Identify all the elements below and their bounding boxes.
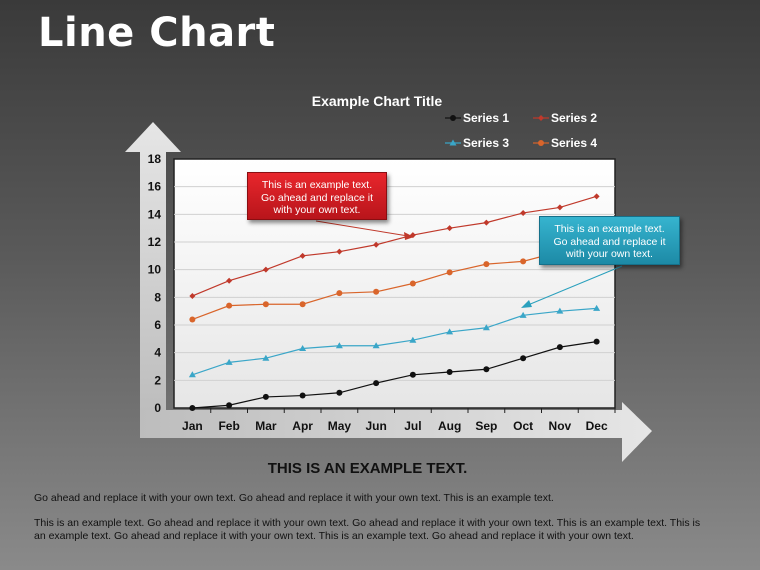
x-tick-label: Nov bbox=[549, 419, 572, 433]
x-tick-label: Mar bbox=[255, 419, 277, 433]
series-2-point bbox=[262, 266, 269, 273]
y-tick-label: 6 bbox=[154, 318, 161, 332]
series-1-point bbox=[483, 366, 490, 373]
series-2-point bbox=[373, 241, 380, 248]
series-1-point bbox=[556, 344, 563, 351]
chart-title: Example Chart Title bbox=[312, 93, 443, 109]
blue-callout-pointer bbox=[527, 265, 623, 306]
slide-subtitle: THIS IS AN EXAMPLE TEXT. bbox=[267, 460, 468, 477]
series-1-point bbox=[409, 371, 416, 378]
series-3-point bbox=[262, 354, 270, 361]
x-tick-label: Jan bbox=[182, 419, 203, 433]
body-paragraph-1: Go ahead and replace it with your own te… bbox=[34, 492, 554, 504]
x-tick-label: Oct bbox=[513, 419, 533, 433]
legend-label: Series 2 bbox=[551, 111, 597, 125]
series-2-point bbox=[593, 193, 600, 200]
y-tick-label: 2 bbox=[154, 373, 161, 387]
series-3-point bbox=[409, 336, 417, 343]
series-1-point bbox=[189, 405, 196, 411]
legend-label: Series 1 bbox=[463, 111, 509, 125]
series-3-point bbox=[519, 311, 527, 318]
legend-label: Series 4 bbox=[551, 136, 597, 150]
series-3-point bbox=[556, 307, 564, 314]
x-tick-label: May bbox=[328, 419, 352, 433]
series-4-line bbox=[192, 246, 597, 321]
body-paragraph-2: This is an example text. Go ahead and re… bbox=[34, 517, 701, 542]
legend-swatch-marker bbox=[450, 115, 456, 121]
x-axis-arrow bbox=[140, 402, 652, 462]
series-4-point bbox=[373, 288, 380, 295]
y-tick-label: 10 bbox=[148, 263, 162, 277]
series-1-point bbox=[593, 338, 600, 345]
series-4-point bbox=[483, 261, 490, 268]
series-2-point bbox=[299, 252, 306, 259]
y-tick-label: 8 bbox=[154, 290, 161, 304]
slide-title: Line Chart bbox=[38, 10, 276, 56]
series-4-point bbox=[336, 290, 343, 297]
y-axis-ticks: 0 2 4 6 8 10 12 14 16 18 bbox=[148, 152, 162, 415]
series-3-line bbox=[192, 307, 597, 376]
y-tick-label: 18 bbox=[148, 152, 162, 166]
x-tick-label: Sep bbox=[475, 419, 497, 433]
y-tick-label: 4 bbox=[154, 346, 161, 360]
x-tick-label: Apr bbox=[292, 419, 313, 433]
legend-swatch-marker bbox=[538, 140, 544, 146]
series-2-line bbox=[192, 195, 597, 297]
series-1-point bbox=[373, 380, 380, 387]
series-3-point bbox=[299, 345, 307, 352]
series-2-point bbox=[483, 219, 490, 226]
series-4-point bbox=[226, 302, 233, 309]
series-4-point bbox=[409, 280, 416, 287]
x-tick-label: Dec bbox=[586, 419, 608, 433]
y-axis-arrow bbox=[125, 122, 181, 410]
plot-area bbox=[173, 158, 616, 409]
series-2-point bbox=[556, 204, 563, 211]
series-2-point bbox=[189, 292, 196, 299]
series-3-point bbox=[446, 328, 454, 335]
x-tick-label: Aug bbox=[438, 419, 461, 433]
series-2-point bbox=[520, 209, 527, 216]
y-tick-label: 0 bbox=[154, 401, 161, 415]
x-tick-label: Jul bbox=[404, 419, 421, 433]
legend-swatch-marker bbox=[449, 139, 457, 146]
series-3-point bbox=[372, 342, 380, 349]
callout-red: This is an example text. Go ahead and re… bbox=[247, 172, 387, 220]
legend: Series 1 Series 2 Series 3 Series 4 bbox=[445, 111, 597, 150]
legend-label: Series 3 bbox=[463, 136, 509, 150]
series-3-point bbox=[593, 304, 601, 311]
series-2-point bbox=[446, 225, 453, 232]
series-3-point bbox=[188, 371, 196, 378]
series-1-point bbox=[262, 393, 269, 400]
series-1-point bbox=[226, 402, 233, 409]
red-callout-pointer bbox=[315, 220, 409, 237]
series-4-point bbox=[262, 301, 269, 308]
y-tick-label: 12 bbox=[148, 235, 162, 249]
series-3-point bbox=[225, 358, 233, 365]
series-1-point bbox=[336, 389, 343, 396]
series-1-point bbox=[299, 392, 306, 399]
x-tick-label: Feb bbox=[218, 419, 239, 433]
y-tick-label: 14 bbox=[148, 207, 162, 221]
legend-swatch-marker bbox=[538, 115, 544, 121]
series-3-point bbox=[335, 342, 343, 349]
x-axis-ticks: Jan Feb Mar Apr May Jun Jul Aug Sep Oct Nov Dec bbox=[182, 408, 616, 433]
red-callout-pointer-head bbox=[404, 232, 414, 240]
series-4-point bbox=[446, 269, 453, 276]
series-1-line bbox=[192, 341, 597, 409]
series-4-point bbox=[189, 316, 196, 323]
series-4-point bbox=[299, 301, 306, 308]
series-1-point bbox=[520, 355, 527, 362]
series-1-point bbox=[446, 369, 453, 376]
series-4-point bbox=[520, 258, 527, 265]
callout-blue: This is an example text. Go ahead and re… bbox=[539, 216, 680, 265]
series-3-point bbox=[482, 324, 490, 331]
x-tick-label: Jun bbox=[365, 419, 386, 433]
series-2-point bbox=[226, 277, 233, 284]
series-2-point bbox=[336, 248, 343, 255]
blue-callout-pointer-head bbox=[521, 300, 532, 308]
y-tick-label: 16 bbox=[148, 180, 162, 194]
